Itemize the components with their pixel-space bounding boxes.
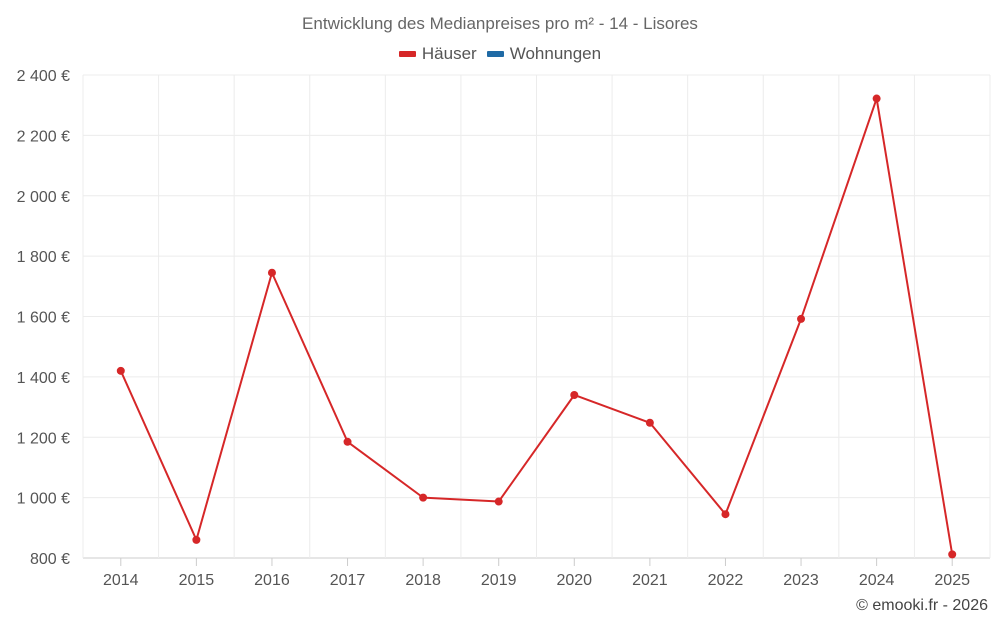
chart-legend: Häuser Wohnungen (0, 44, 1000, 64)
x-tick-label: 2021 (632, 572, 668, 589)
x-tick-label: 2015 (179, 572, 215, 589)
data-point (192, 535, 201, 544)
data-point (494, 497, 503, 506)
legend-swatch-apartments (486, 51, 504, 57)
y-tick-label: 1 800 € (17, 249, 70, 266)
data-point (797, 314, 806, 323)
y-tick-label: 2 200 € (17, 128, 70, 145)
y-tick-label: 800 € (30, 551, 70, 568)
data-point (343, 437, 352, 446)
y-tick-label: 1 600 € (17, 310, 70, 327)
y-tick-label: 2 400 € (17, 68, 70, 85)
data-point (116, 366, 125, 375)
x-tick-label: 2018 (405, 572, 441, 589)
legend-label-houses: Häuser (421, 44, 477, 63)
x-tick-label: 2014 (103, 572, 139, 589)
data-point (872, 94, 881, 103)
series-layer (116, 94, 957, 559)
data-point (948, 550, 957, 559)
x-tick-label: 2024 (859, 572, 895, 589)
data-point (267, 268, 276, 277)
x-tick-label: 2019 (481, 572, 517, 589)
legend-label-apartments: Wohnungen (509, 44, 602, 63)
series-line (119, 97, 954, 555)
grid-layer (82, 74, 991, 559)
legend-item-houses[interactable]: Häuser (398, 44, 477, 64)
data-point (645, 418, 654, 427)
data-point (721, 510, 730, 519)
x-tick-label: 2017 (330, 572, 366, 589)
credit-text: © emooki.fr - 2026 (856, 597, 988, 614)
data-point (419, 493, 428, 502)
y-tick-label: 1 200 € (17, 430, 70, 447)
x-tick-label: 2025 (934, 572, 970, 589)
y-tick-label: 1 400 € (17, 370, 70, 387)
x-tick-label: 2023 (783, 572, 819, 589)
x-tick-label: 2016 (254, 572, 290, 589)
y-tick-label: 1 000 € (17, 491, 70, 508)
legend-item-apartments[interactable]: Wohnungen (486, 44, 602, 64)
x-tick-label: 2022 (708, 572, 744, 589)
y-tick-label: 2 000 € (17, 189, 70, 206)
axis-layer: 800 € 1 000 € 1 200 € 1 400 € 1 600 € 1 800 €… (17, 68, 970, 589)
data-point (570, 390, 579, 399)
chart-title: Entwicklung des Medianpreises pro m² - 1… (302, 14, 698, 33)
legend-swatch-houses (398, 51, 416, 57)
x-tick-label: 2020 (556, 572, 592, 589)
